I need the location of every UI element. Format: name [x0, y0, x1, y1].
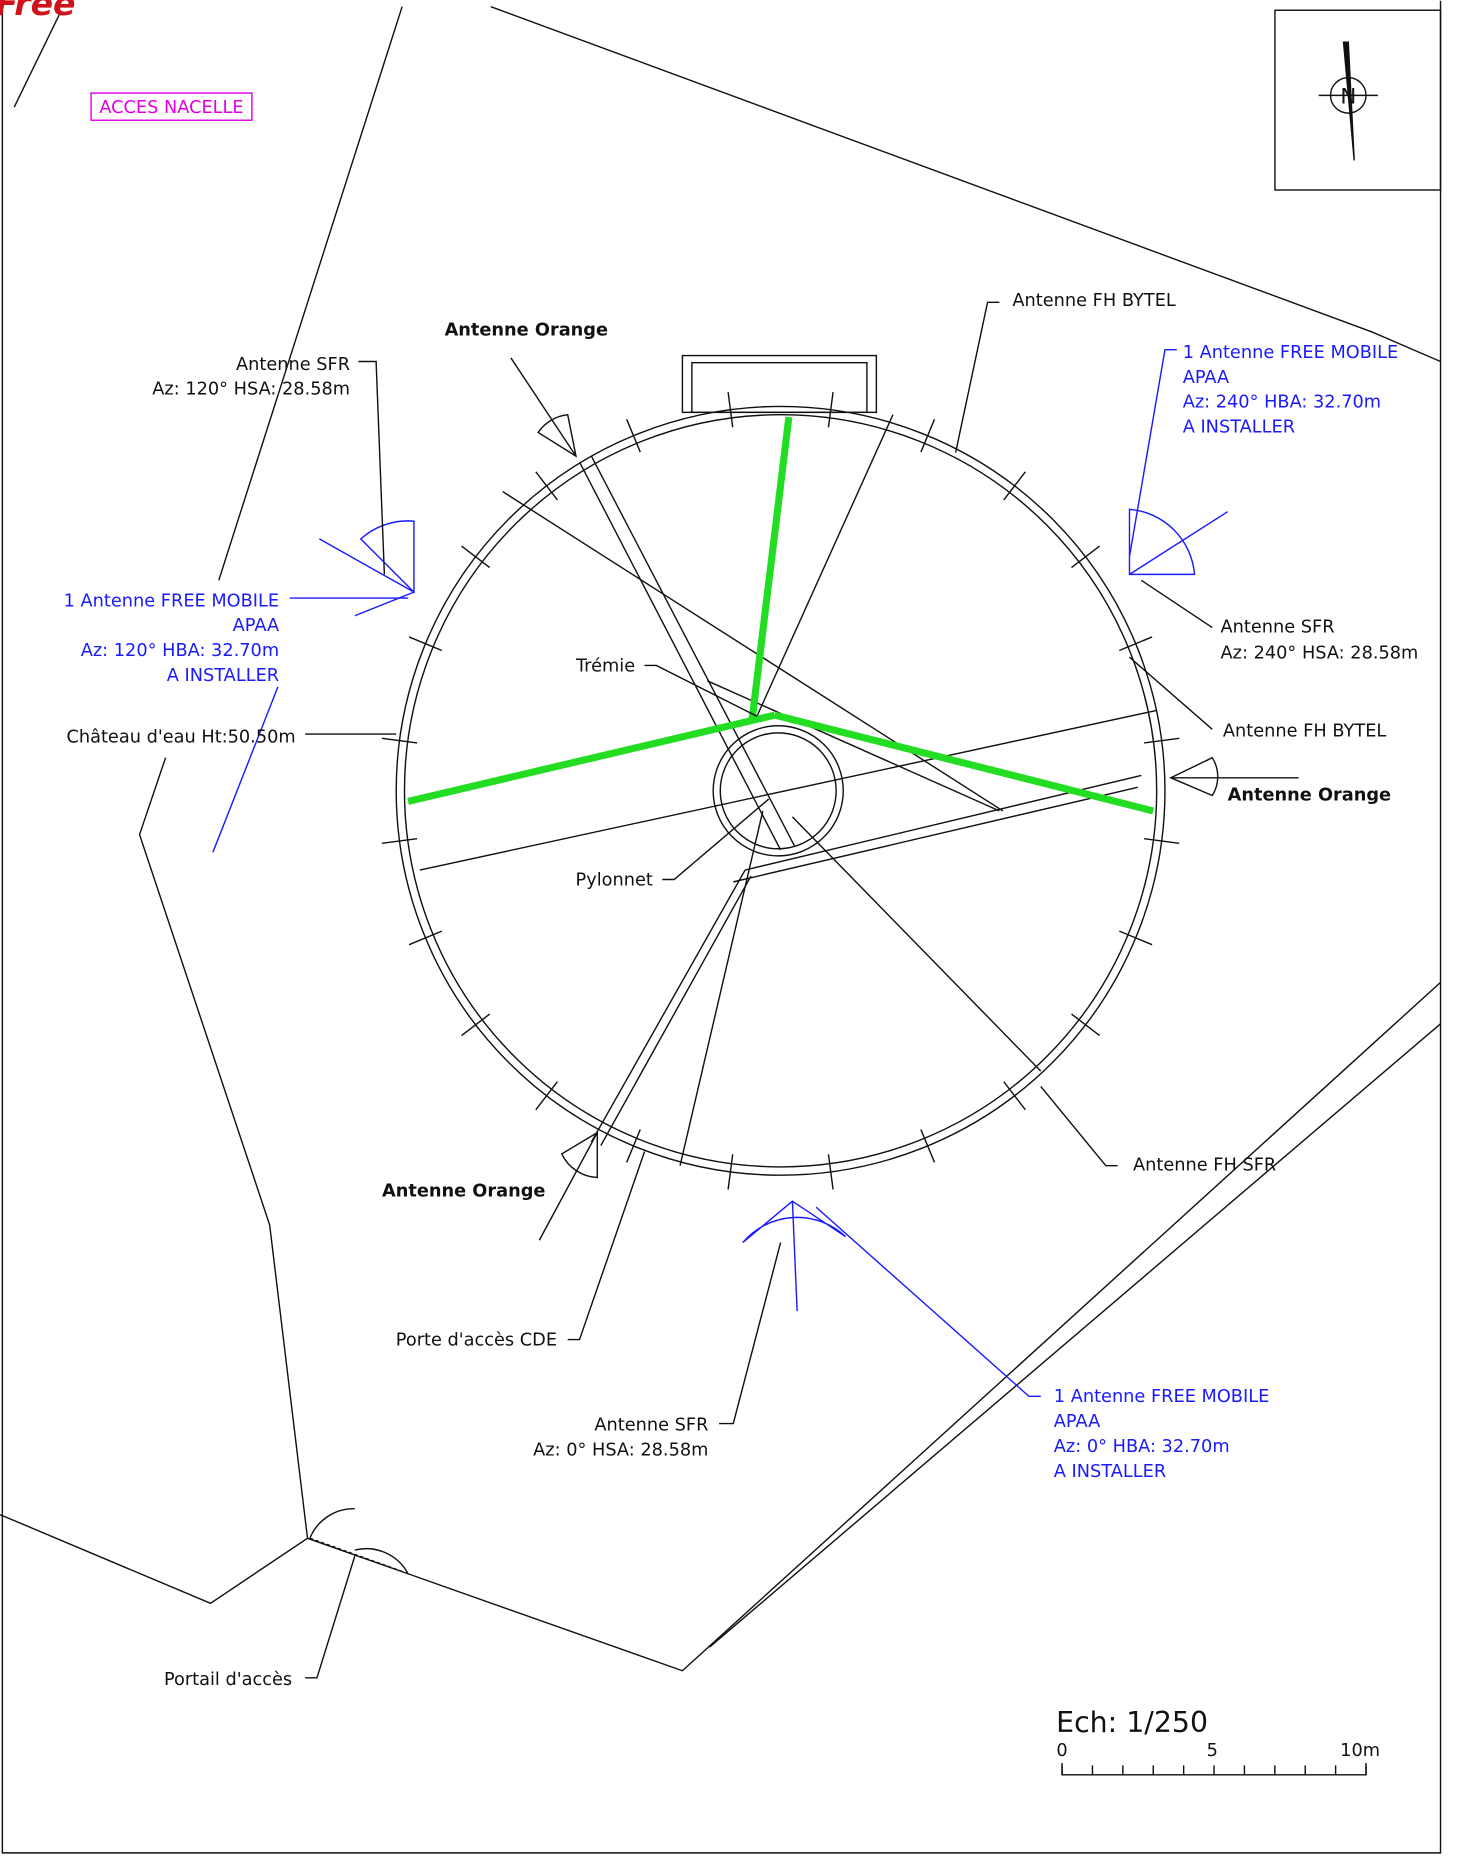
label: Antenne SFR [594, 1416, 708, 1436]
antennas [319, 539, 414, 592]
label: Az: 0° HSA: 28.58m [533, 1440, 708, 1460]
cables [408, 417, 1153, 811]
leaders [719, 1243, 781, 1424]
label: A INSTALLER [1183, 417, 1295, 437]
label: Az: 240° HBA: 32.70m [1183, 393, 1381, 413]
label: Antenne FH SFR [1133, 1155, 1276, 1175]
label: APAA [1054, 1412, 1100, 1432]
leaders [213, 302, 1366, 1774]
label: Antenne Orange [1228, 785, 1391, 805]
tower [591, 870, 745, 1142]
scale-title: Ech: 1/250 [1056, 1706, 1208, 1739]
label: 1 Antenne FREE MOBILE [64, 591, 280, 611]
boundary [0, 982, 1441, 1670]
site-plan: Free N ACCES NACELLE Antenne SFR Az: 120… [0, 0, 1463, 1856]
labels: Free N ACCES NACELLE Antenne SFR Az: 120… [0, 0, 1418, 1761]
frame [2, 1, 1440, 1853]
antennas [539, 1133, 597, 1241]
tower [404, 415, 1156, 1167]
label: 1 Antenne FREE MOBILE [1054, 1387, 1269, 1407]
tower [591, 456, 794, 846]
tower [713, 726, 843, 856]
boundary [14, 15, 59, 107]
leaders [358, 361, 384, 574]
tower [733, 787, 1137, 882]
label: Az: 120° HSA: 28.58m [152, 380, 350, 400]
leaders [816, 1207, 1041, 1396]
label: A INSTALLER [167, 666, 279, 686]
label: 1 Antenne FREE MOBILE [1183, 343, 1398, 363]
boundary [0, 7, 1441, 1671]
leaders [568, 1152, 645, 1340]
boundary [710, 1024, 1441, 1647]
label: Antenne Orange [382, 1181, 545, 1201]
label: Château d'eau Ht:50.50m [66, 727, 295, 747]
label: A INSTALLER [1054, 1462, 1166, 1482]
cables [775, 715, 1153, 811]
antennas [1129, 509, 1194, 574]
label: Antenne FH BYTEL [1223, 721, 1387, 741]
antennas [1171, 758, 1218, 796]
scale-tick: 10m [1340, 1741, 1380, 1761]
leaders [1041, 1086, 1118, 1165]
tower [682, 356, 876, 413]
frame [1275, 10, 1441, 190]
tower [692, 363, 867, 413]
leaders [956, 302, 1000, 452]
frame [2, 1, 1440, 1853]
leaders [662, 799, 768, 879]
antennas [538, 415, 576, 456]
label: Antenne Orange [445, 320, 608, 340]
tower [757, 415, 893, 717]
label: Az: 0° HBA: 32.70m [1054, 1437, 1230, 1457]
label: Az: 240° HSA: 28.58m [1221, 643, 1419, 663]
logo: Free [0, 0, 76, 23]
scale-tick: 5 [1207, 1741, 1218, 1761]
tower [396, 406, 1165, 1175]
label: Portail d'accès [164, 1670, 292, 1690]
leaders [1129, 657, 1212, 729]
leaders [645, 665, 757, 716]
tower [720, 733, 836, 849]
antennas [511, 358, 576, 456]
page: Free N ACCES NACELLE Antenne SFR Az: 120… [0, 0, 1463, 1856]
leaders [305, 1556, 355, 1678]
label: APAA [233, 616, 279, 636]
label: Antenne FH BYTEL [1012, 291, 1176, 311]
label: APAA [1183, 368, 1229, 388]
label: Pylonnet [576, 870, 653, 890]
boundary [491, 7, 1441, 362]
label: Antenne SFR [1221, 617, 1335, 637]
leaders [213, 687, 278, 853]
label: ACCES NACELLE [99, 98, 243, 118]
leaders [1062, 1765, 1366, 1774]
tower [601, 876, 751, 1146]
label: Antenne SFR [236, 355, 350, 375]
label: Az: 120° HBA: 32.70m [81, 641, 279, 661]
boundary [310, 1509, 408, 1574]
label: Porte d'accès CDE [396, 1330, 557, 1350]
leaders [1141, 580, 1212, 627]
antennas [1129, 512, 1227, 575]
boundary [140, 758, 308, 1539]
label: Trémie [575, 656, 635, 676]
cables [752, 417, 789, 719]
scale-tick: 0 [1056, 1741, 1067, 1761]
north: N [1340, 85, 1356, 110]
antennas [562, 1133, 597, 1178]
tower [792, 817, 1040, 1071]
